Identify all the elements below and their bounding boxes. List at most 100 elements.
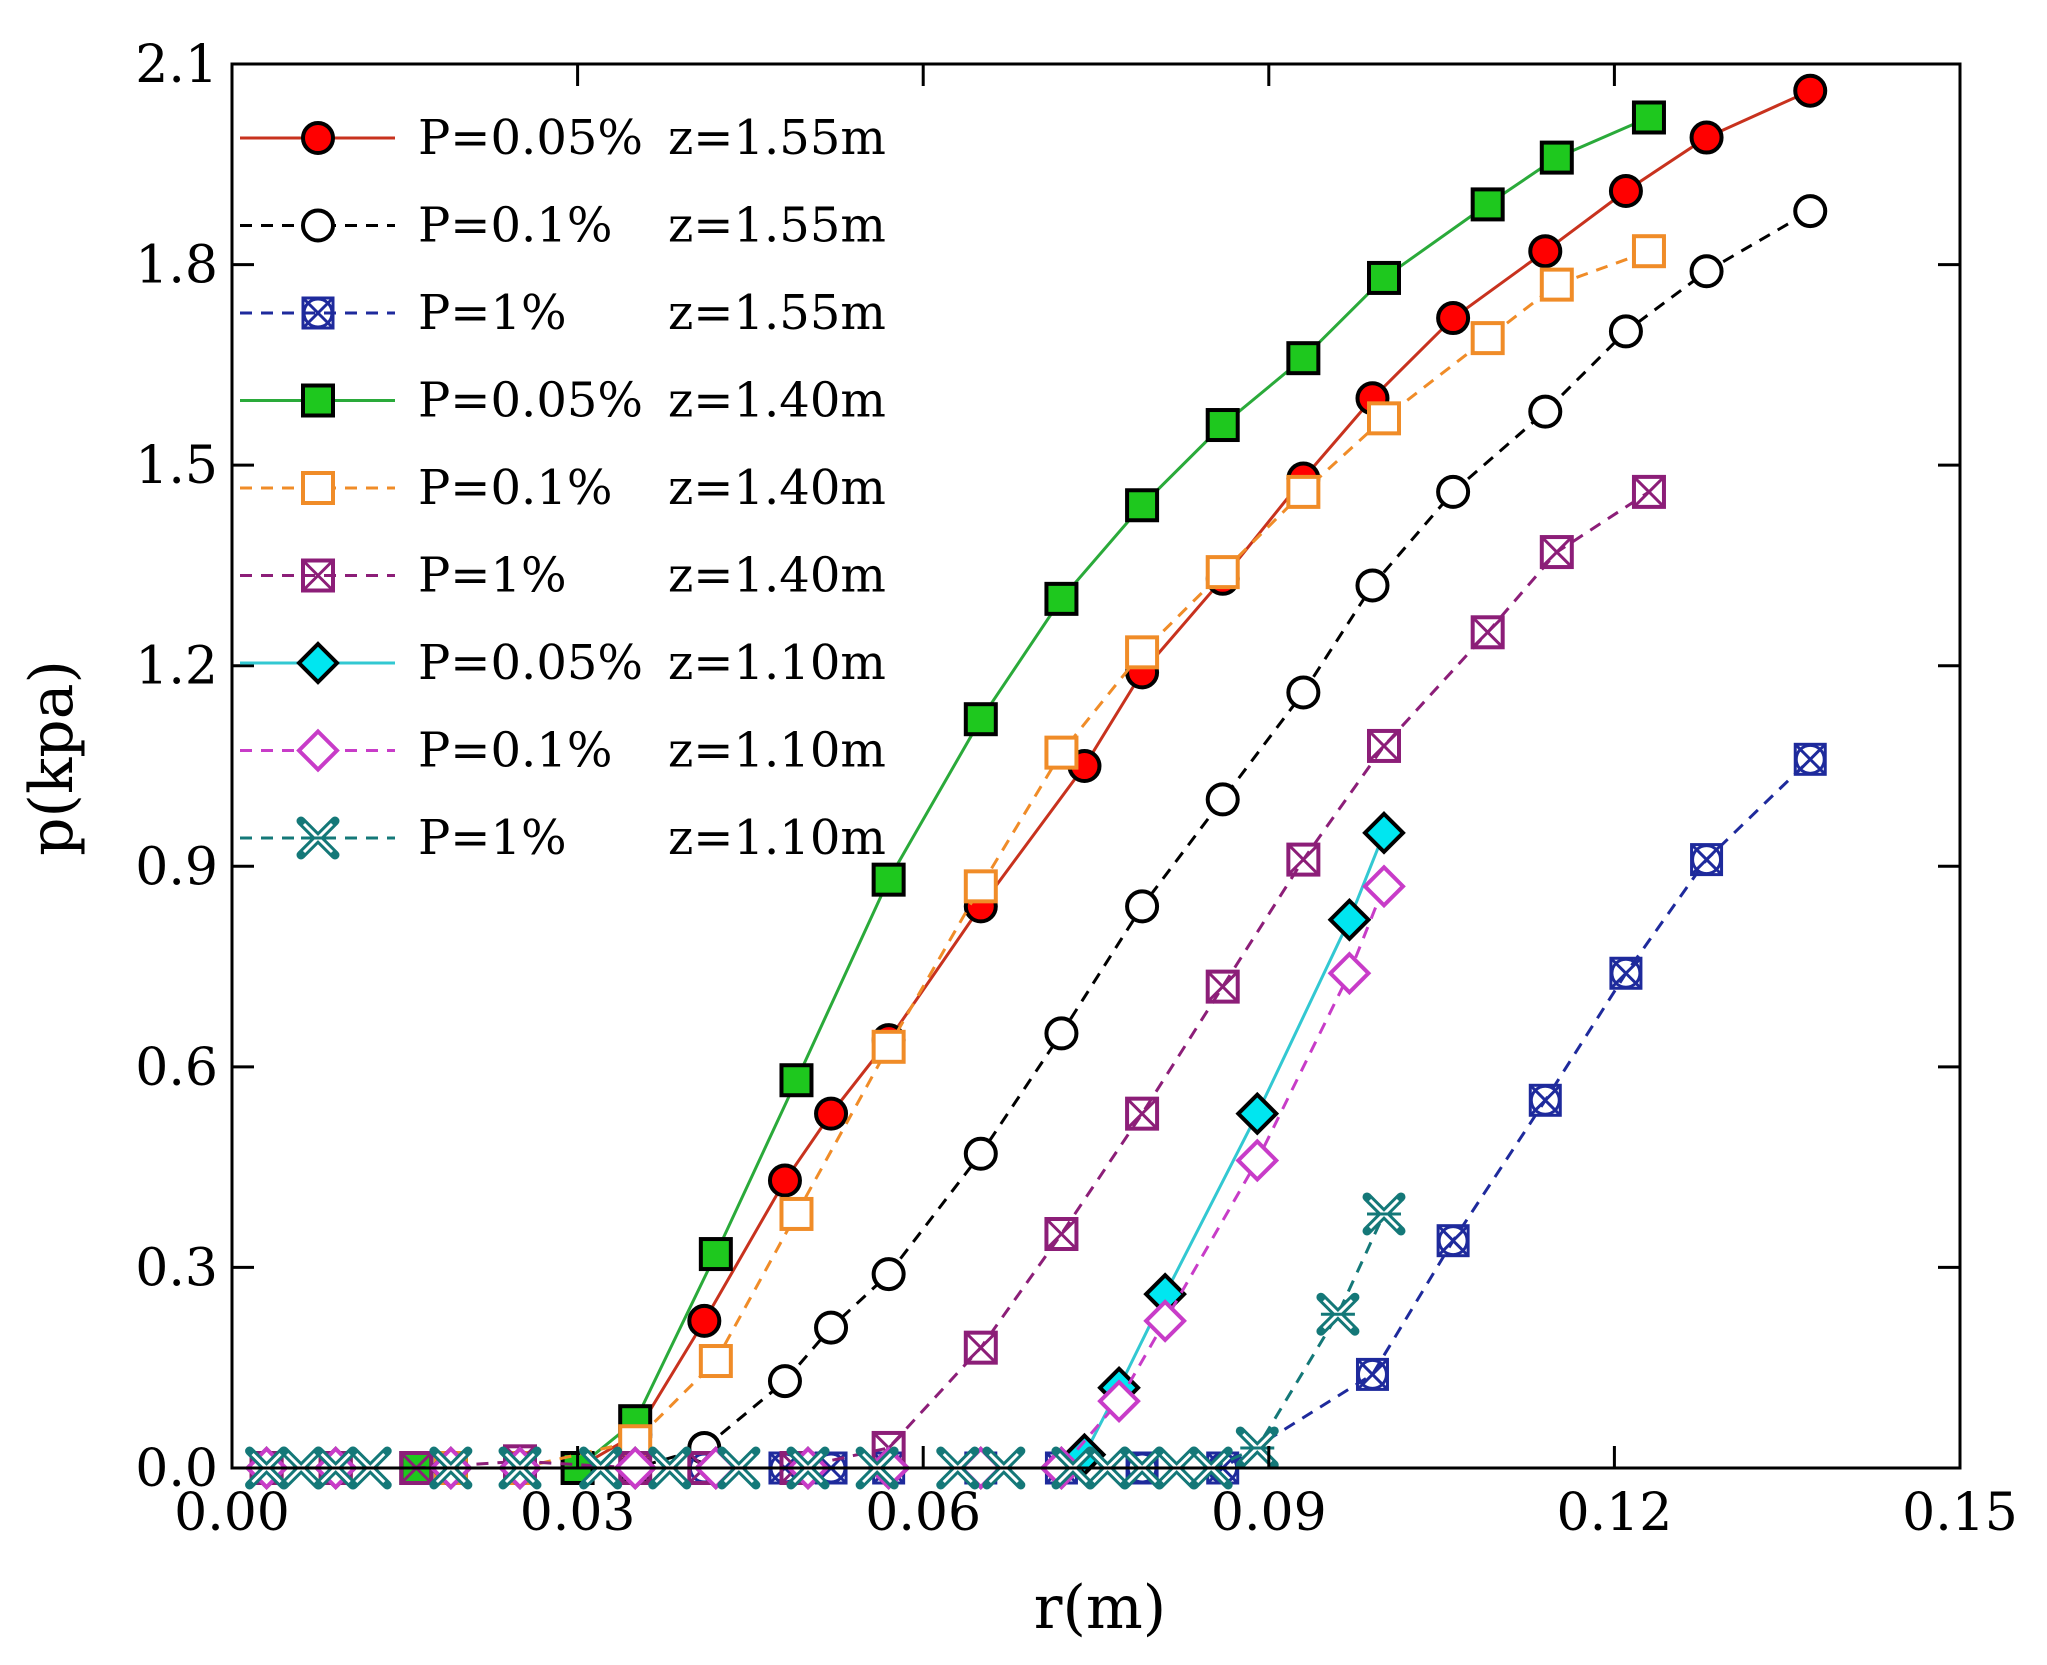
legend-label-z: z=1.10m (668, 635, 886, 691)
data-point (779, 1196, 814, 1231)
data-point (1608, 314, 1643, 349)
data-point (1470, 615, 1505, 650)
series-6 (249, 474, 1666, 1485)
data-point (1793, 73, 1828, 108)
data-point (301, 558, 335, 593)
data-point (296, 641, 340, 685)
data-point (1286, 341, 1321, 376)
plot-area-frame (230, 62, 1962, 1470)
data-point (1528, 394, 1563, 429)
series-7 (244, 811, 1406, 1490)
legend-item: P=0.05% z=1.40m (240, 373, 886, 429)
x-axis-title: r(m) (1034, 1573, 1166, 1643)
y-tick-label: 0.3 (135, 1238, 218, 1298)
data-point (296, 728, 340, 773)
data-point (296, 816, 340, 860)
data-point (1097, 1379, 1141, 1423)
data-point (1355, 568, 1390, 603)
data-point (779, 1063, 814, 1098)
x-tick-label: 0.15 (1902, 1483, 2018, 1543)
data-point (1470, 187, 1505, 222)
data-point (1539, 267, 1574, 302)
data-point (1631, 474, 1666, 509)
legend-label-p: P=1% (418, 548, 567, 604)
legend-item: P=0.05% z=1.55m (240, 110, 886, 166)
data-point (1689, 120, 1724, 155)
series-8 (244, 864, 1406, 1490)
data-point (1327, 897, 1372, 942)
data-point (767, 1364, 802, 1399)
y-tick-label: 1.2 (135, 637, 218, 697)
y-tick-label: 0.9 (135, 837, 218, 897)
data-point (814, 1310, 849, 1345)
data-point (1205, 969, 1240, 1004)
x-tick-label: 0.12 (1557, 1483, 1673, 1543)
data-point (1125, 488, 1160, 523)
legend-label-p: P=0.1% (418, 460, 612, 516)
y-axis: 0.0 0.3 0.6 0.9 1.2 1.5 1.8 2.1 (135, 35, 1960, 1499)
data-point (1608, 174, 1643, 209)
legend-label-z: z=1.40m (668, 373, 886, 429)
data-point (1205, 408, 1240, 443)
data-point (301, 471, 335, 505)
data-point (1539, 535, 1574, 570)
data-point (698, 1344, 733, 1379)
data-point (1355, 1357, 1389, 1391)
data-point (1793, 742, 1827, 776)
legend-label-z: z=1.10m (668, 723, 886, 779)
legend-label-p: P=0.1% (418, 723, 612, 779)
data-point (1044, 1217, 1079, 1251)
data-point (1689, 254, 1724, 289)
data-point (1286, 842, 1321, 877)
legend-item: P=0.1% z=1.40m (240, 460, 886, 516)
data-point (1528, 1083, 1562, 1117)
data-point (1235, 1091, 1280, 1136)
data-point (301, 208, 335, 243)
data-point (1367, 728, 1401, 763)
legend-item: P=1% z=1.10m (240, 810, 886, 866)
data-point (963, 869, 998, 904)
y-axis-title: p(kpa) (17, 660, 87, 856)
data-point (301, 383, 335, 418)
legend-label-p: P=1% (418, 285, 567, 341)
data-point (1327, 951, 1372, 996)
legend-label-p: P=0.05% (418, 110, 643, 166)
series-line (266, 832, 1386, 1470)
data-point (767, 1163, 802, 1198)
data-point (1436, 1224, 1470, 1258)
legend-label-p: P=0.1% (418, 198, 612, 254)
data-point (1125, 1096, 1160, 1131)
legend-label-z: z=1.40m (668, 460, 886, 516)
data-point (1609, 956, 1643, 990)
y-tick-label: 1.8 (135, 236, 218, 296)
legend-item: P=1% z=1.55m (240, 285, 886, 341)
x-tick-label: 0.06 (865, 1483, 981, 1543)
data-point (1793, 194, 1828, 229)
y-tick-label: 0.6 (135, 1038, 218, 1098)
data-point (1316, 1292, 1360, 1336)
legend-item: P=1% z=1.40m (240, 548, 886, 604)
data-point (1470, 321, 1505, 356)
data-point (1125, 635, 1160, 670)
y-tick-label: 1.5 (135, 436, 218, 496)
data-point (1362, 811, 1406, 855)
series-line (266, 885, 1386, 1470)
data-point (1205, 555, 1240, 590)
legend-label-z: z=1.55m (668, 198, 886, 254)
data-point (1286, 675, 1321, 710)
data-point (1044, 581, 1079, 616)
data-point (1205, 782, 1240, 817)
data-point (1044, 1016, 1079, 1051)
data-point (1125, 889, 1160, 924)
data-point (1436, 301, 1471, 336)
data-point (963, 1136, 998, 1171)
data-point (871, 862, 906, 897)
data-point (1362, 1192, 1406, 1236)
legend-item: P=0.05% z=1.10m (240, 635, 886, 691)
data-point (963, 1330, 998, 1365)
data-point (1367, 260, 1401, 295)
data-point (1631, 234, 1666, 269)
data-point (1044, 735, 1079, 770)
